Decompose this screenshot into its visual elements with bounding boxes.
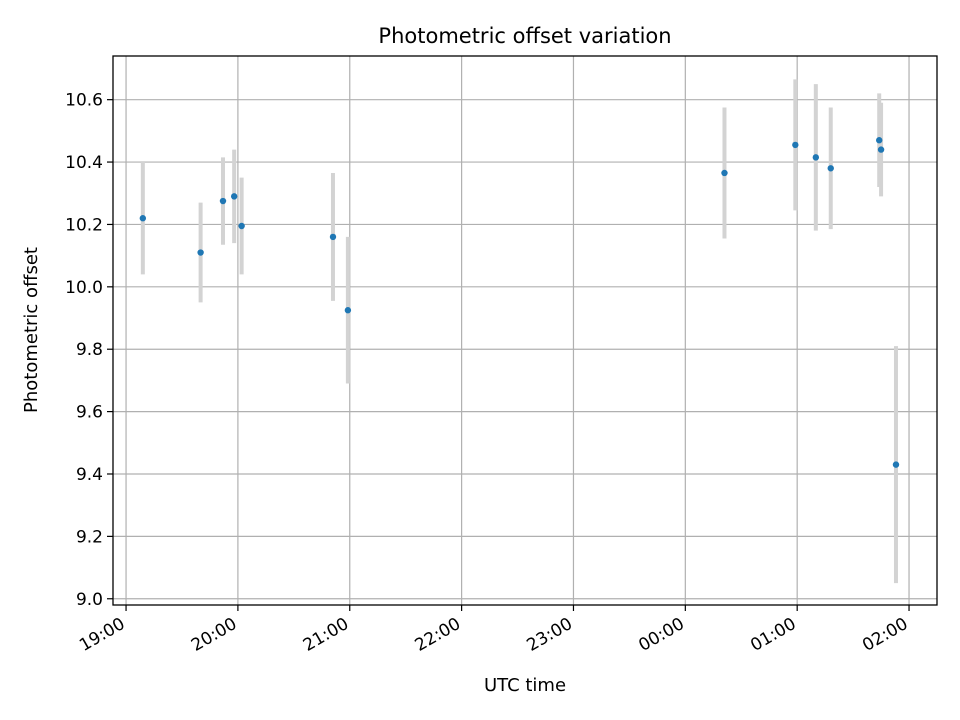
y-axis-title: Photometric offset — [21, 247, 42, 413]
data-point — [827, 165, 834, 172]
error-bars — [140, 79, 898, 584]
x-tick-label: 23:00 — [524, 614, 576, 656]
plot-frame — [112, 55, 938, 606]
data-point — [892, 461, 900, 468]
y-tick-label: 9.4 — [76, 465, 103, 485]
data-point — [230, 193, 238, 200]
y-tick-label: 9.6 — [76, 403, 103, 423]
data-point — [219, 197, 227, 205]
y-tick-label: 10.4 — [65, 153, 103, 173]
data-point — [876, 137, 883, 144]
y-tick-label: 10.0 — [65, 278, 103, 298]
x-tick-label: 19:00 — [76, 614, 128, 656]
x-tick-label: 00:00 — [635, 614, 687, 656]
data-point — [238, 222, 245, 230]
y-axis-ticks: 9.0 9.2 9.4 9.6 9.8 10.0 10.2 10.4 10.6 — [65, 91, 113, 610]
grid — [113, 56, 937, 605]
data-point — [812, 154, 820, 161]
x-axis-ticks: 19:00 20:00 21:00 22:00 23:00 00:00 01:00 02:00 — [76, 605, 912, 656]
data-points — [139, 137, 900, 468]
data-point — [721, 169, 728, 177]
y-tick-label: 9.0 — [76, 590, 103, 610]
x-tick-label: 20:00 — [188, 614, 240, 656]
x-tick-label: 01:00 — [747, 614, 799, 656]
data-point — [877, 146, 885, 153]
x-axis-title: UTC time — [484, 675, 566, 696]
data-point — [792, 141, 799, 149]
y-tick-label: 10.2 — [65, 215, 103, 235]
data-point — [329, 233, 337, 241]
data-point — [139, 215, 147, 222]
data-point — [344, 307, 352, 314]
y-tick-label: 9.2 — [76, 527, 103, 547]
data-point — [197, 249, 204, 256]
y-tick-label: 10.6 — [65, 91, 103, 111]
x-tick-label: 21:00 — [300, 614, 352, 656]
chart-title: Photometric offset variation — [378, 24, 671, 48]
y-tick-label: 9.8 — [76, 340, 103, 360]
x-tick-label: 22:00 — [412, 614, 464, 656]
x-tick-label: 02:00 — [859, 614, 911, 656]
